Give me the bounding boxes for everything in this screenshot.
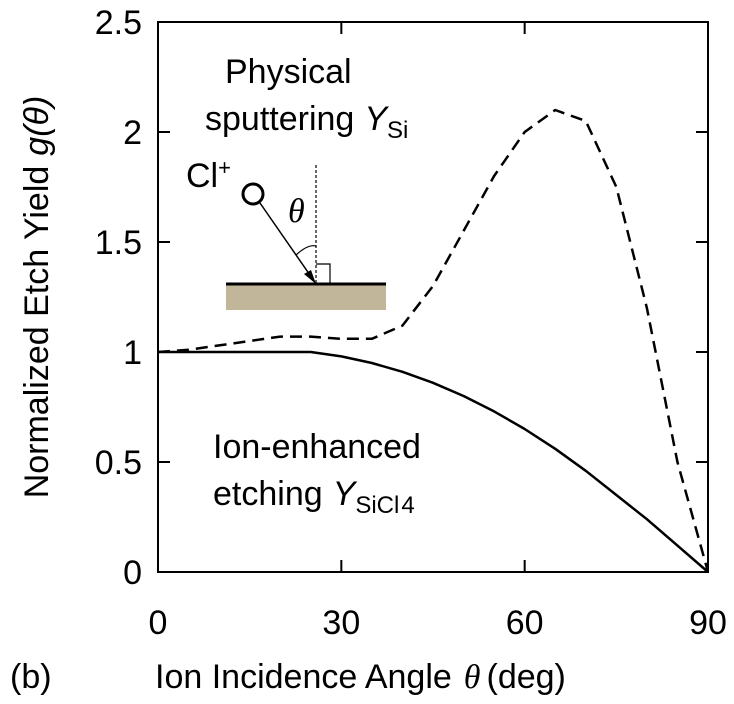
panel-label: (b) [10,658,52,696]
arrowhead [304,270,316,284]
ion-text: Cl [186,157,218,195]
x-tick-label: 90 [689,604,727,642]
plot-frame [157,21,709,573]
y-label-symbol: g(θ) [18,96,56,156]
ion-path [259,202,313,279]
angle-arc [295,245,317,256]
etching-word: etching [213,475,323,513]
ion [241,182,265,206]
subscript: 4 [401,492,414,519]
subscript: Si [387,117,408,144]
inset-schematic [226,165,386,310]
x-label-symbol: θ [464,659,481,696]
ion-enhanced-label-2: etching YSiCl4 [213,475,415,519]
x-label-text: Ion Incidence Angle [155,658,452,696]
ion-label: Cl+ [186,155,231,195]
y-axis-label: Normalized Etch Yield g(θ) [18,96,56,499]
y-tick-label: 1 [123,334,142,372]
y-tick-label: 0 [123,554,142,592]
y-tick-label: 2.5 [95,4,142,42]
symbol: Y [364,100,389,138]
x-axis-label: Ion Incidence Angle θ (deg) [155,658,566,696]
sputtering-label-2: sputtering YSi [205,100,408,144]
y-label-text: Normalized Etch Yield [18,166,56,499]
y-tick-label: 1.5 [95,224,142,262]
right-angle [316,263,331,284]
x-label-unit: (deg) [487,658,566,696]
x-tick-label: 30 [322,604,360,642]
ion-enhanced-label-1: Ion-enhanced [213,428,421,466]
sputtering-word: sputtering [205,100,354,138]
x-tick-label: 0 [149,604,168,642]
y-tick-label: 0.5 [95,444,142,482]
substrate [226,284,386,310]
angle-label: θ [288,193,305,230]
sputtering-label-1: Physical [225,53,352,91]
ion-charge: + [218,155,231,180]
x-tick-label: 60 [506,604,544,642]
subscript: SiCl [355,492,399,519]
symbol: Y [333,475,358,513]
line [158,350,709,573]
y-tick-label: 2 [123,114,142,152]
